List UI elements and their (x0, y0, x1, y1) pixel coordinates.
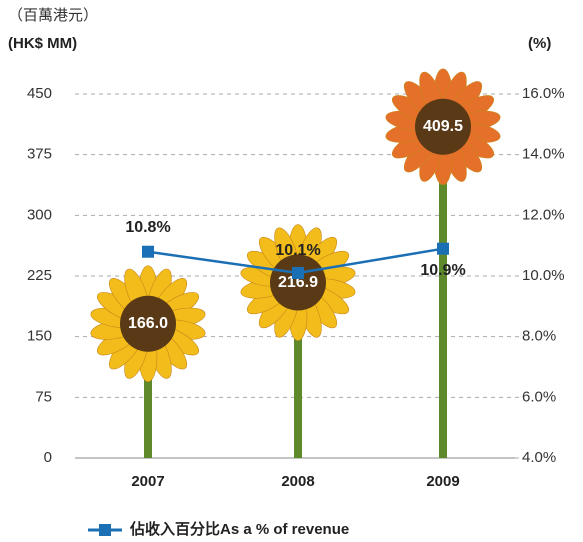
y2-tick-label: 10.0% (522, 267, 565, 284)
y2-tick-label: 6.0% (522, 388, 556, 405)
y-tick-label: 300 (27, 206, 52, 223)
line-marker (437, 243, 449, 255)
x-tick-label: 2008 (281, 473, 314, 490)
legend-marker (99, 524, 111, 536)
y-tick-label: 75 (35, 388, 52, 405)
y2-axis-label: (%) (528, 35, 551, 52)
y-axis-label: (HK$ MM) (8, 35, 77, 52)
y-tick-label: 375 (27, 146, 52, 163)
x-tick-label: 2009 (426, 473, 459, 490)
legend: 佔收入百分比As a % of revenue (88, 520, 349, 538)
y-axis-label-zh: （百萬港元） (8, 7, 98, 24)
y-tick-label: 150 (27, 328, 52, 345)
y-tick-label: 0 (44, 449, 52, 466)
data-label: 10.8% (125, 219, 170, 236)
data-label: 409.5 (423, 118, 463, 135)
y2-tick-label: 4.0% (522, 449, 556, 466)
y-tick-label: 450 (27, 85, 52, 102)
data-label: 166.0 (128, 315, 168, 332)
x-tick-label: 2007 (131, 473, 164, 490)
data-label: 10.9% (420, 262, 465, 279)
y2-tick-label: 8.0% (522, 328, 556, 345)
legend-label: 佔收入百分比As a % of revenue (129, 520, 349, 538)
y2-tick-label: 12.0% (522, 206, 565, 223)
chart: （百萬港元） (HK$ MM) (%) 0 75 150 225 300 375 450 4.… (0, 0, 583, 542)
data-label: 10.1% (275, 242, 320, 259)
y-tick-label: 225 (27, 267, 52, 284)
y2-tick-label: 14.0% (522, 146, 565, 163)
line-marker (142, 246, 154, 258)
line-marker (292, 267, 304, 279)
y2-tick-label: 16.0% (522, 85, 565, 102)
